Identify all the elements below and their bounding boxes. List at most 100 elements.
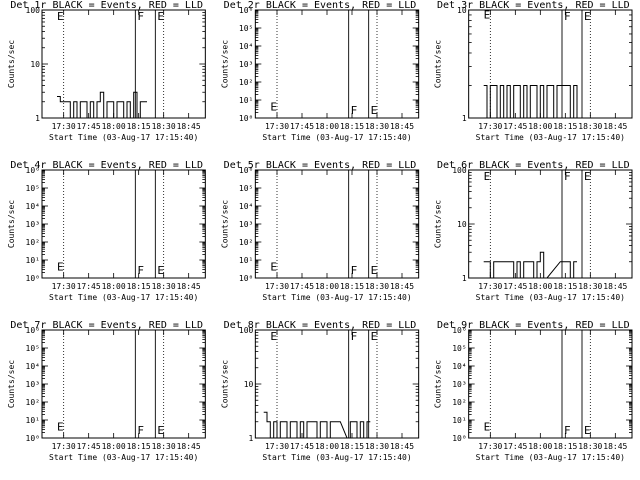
y-axis-label: Counts/sec bbox=[7, 40, 16, 88]
x-tick-label: 17:30 bbox=[265, 122, 289, 131]
plot-frame bbox=[254, 9, 420, 119]
x-tick-label: 17:30 bbox=[265, 282, 289, 291]
flag-label: F bbox=[564, 170, 571, 183]
x-tick-label: 18:45 bbox=[390, 442, 414, 451]
panel-title: Det 4r BLACK = Events, RED = LLD bbox=[10, 160, 203, 171]
flag-label: E bbox=[270, 260, 277, 273]
x-tick-label: 18:15 bbox=[127, 442, 151, 451]
y-tick-label: 10⁰ bbox=[26, 434, 40, 443]
detector-panel-4: Det 4r BLACK = Events, RED = LLD 10⁰ 10¹ 10… bbox=[7, 160, 206, 302]
y-axis-label: Counts/sec bbox=[434, 40, 443, 88]
x-tick-label: 17:30 bbox=[52, 282, 76, 291]
flag-label: E bbox=[484, 170, 491, 183]
flag-label: E bbox=[371, 264, 378, 277]
flag-label: E bbox=[484, 9, 491, 22]
x-tick-label: 18:30 bbox=[152, 442, 176, 451]
y-axis-label: Counts/sec bbox=[434, 360, 443, 408]
x-tick-label: 18:00 bbox=[315, 442, 339, 451]
y-tick-label: 10⁶ bbox=[452, 326, 466, 335]
panel-title: Det 5r BLACK = Events, RED = LLD bbox=[224, 160, 417, 171]
y-axis-label: Counts/sec bbox=[220, 200, 229, 248]
y-tick-label: 10⁴ bbox=[26, 362, 40, 371]
x-tick-label: 18:15 bbox=[127, 282, 151, 291]
y-tick-label: 10 bbox=[457, 220, 467, 229]
y-axis-label: Counts/sec bbox=[220, 40, 229, 88]
y-tick-label: 10⁶ bbox=[239, 166, 253, 175]
x-tick-label: 18:45 bbox=[390, 282, 414, 291]
y-tick-label: 10¹ bbox=[452, 416, 466, 425]
y-axis-label: Counts/sec bbox=[220, 360, 229, 408]
y-tick-label: 10 bbox=[457, 6, 467, 15]
flag-label: F bbox=[137, 424, 144, 437]
x-tick-label: 18:45 bbox=[177, 282, 201, 291]
x-tick-label: 18:30 bbox=[365, 282, 389, 291]
panel-title: Det 3r BLACK = Events, RED = LLD bbox=[437, 0, 630, 11]
flag-label: E bbox=[57, 10, 64, 23]
events-series-line bbox=[483, 251, 577, 279]
x-tick-label: 18:15 bbox=[127, 122, 151, 131]
flag-label: F bbox=[351, 104, 358, 117]
y-tick-label: 10¹ bbox=[26, 256, 40, 265]
y-axis-label: Counts/sec bbox=[7, 360, 16, 408]
detector-panel-6: Det 6r BLACK = Events, RED = LLD 1 10 100 Co… bbox=[434, 160, 633, 302]
y-tick-label: 10³ bbox=[239, 60, 253, 69]
flag-label: E bbox=[584, 10, 591, 23]
y-tick-label: 10⁵ bbox=[239, 24, 253, 33]
flag-label: F bbox=[564, 424, 571, 437]
flag-label: E bbox=[371, 330, 378, 343]
plot-frame bbox=[468, 329, 633, 439]
plot-frame bbox=[254, 169, 420, 279]
events-series-line bbox=[483, 85, 581, 119]
x-tick-label: 18:00 bbox=[528, 282, 552, 291]
flag-label: E bbox=[371, 104, 378, 117]
x-axis-label: Start Time (03-Aug-17 17:15:40) bbox=[476, 133, 625, 142]
flag-label: E bbox=[157, 10, 164, 23]
x-tick-label: 17:45 bbox=[290, 442, 314, 451]
flag-label: E bbox=[57, 420, 64, 433]
flag-label: E bbox=[584, 424, 591, 437]
x-axis-label: Start Time (03-Aug-17 17:15:40) bbox=[476, 293, 625, 302]
y-tick-label: 10² bbox=[26, 398, 40, 407]
y-tick-label: 10 bbox=[244, 380, 254, 389]
y-tick-label: 10⁵ bbox=[239, 184, 253, 193]
plot-frame bbox=[41, 169, 206, 279]
x-tick-label: 17:45 bbox=[503, 442, 527, 451]
x-tick-label: 18:15 bbox=[553, 282, 577, 291]
x-axis-label: Start Time (03-Aug-17 17:15:40) bbox=[49, 293, 198, 302]
panel-title: Det 7r BLACK = Events, RED = LLD bbox=[10, 320, 203, 331]
x-tick-label: 18:30 bbox=[578, 442, 602, 451]
y-tick-label: 10¹ bbox=[26, 416, 40, 425]
y-tick-label: 10⁵ bbox=[26, 184, 40, 193]
y-tick-label: 10³ bbox=[452, 380, 466, 389]
detector-panel-5: Det 5r BLACK = Events, RED = LLD 10⁰ 10¹ 10… bbox=[220, 160, 420, 302]
y-tick-label: 10² bbox=[239, 238, 253, 247]
y-tick-label: 100 bbox=[452, 166, 467, 175]
flag-label: E bbox=[270, 330, 277, 343]
y-tick-label: 10 bbox=[30, 60, 40, 69]
y-tick-label: 10⁰ bbox=[452, 434, 466, 443]
flag-label: E bbox=[270, 100, 277, 113]
panel-title: Det 8r BLACK = Events, RED = LLD bbox=[224, 320, 417, 331]
y-tick-label: 10³ bbox=[26, 380, 40, 389]
x-axis-label: Start Time (03-Aug-17 17:15:40) bbox=[262, 293, 411, 302]
y-tick-label: 10⁰ bbox=[239, 274, 253, 283]
y-tick-label: 100 bbox=[239, 326, 254, 335]
y-tick-label: 10⁴ bbox=[239, 202, 253, 211]
y-tick-label: 10⁵ bbox=[452, 344, 466, 353]
x-tick-label: 18:15 bbox=[340, 442, 364, 451]
y-tick-label: 10⁰ bbox=[239, 114, 253, 123]
panel-title: Det 1r BLACK = Events, RED = LLD bbox=[10, 0, 203, 11]
y-tick-label: 10¹ bbox=[239, 256, 253, 265]
x-tick-label: 17:45 bbox=[77, 282, 101, 291]
flag-label: E bbox=[57, 260, 64, 273]
detector-panel-2: Det 2r BLACK = Events, RED = LLD 10⁰ 10¹ 10… bbox=[220, 0, 420, 142]
x-tick-label: 18:30 bbox=[365, 442, 389, 451]
y-axis-label: Counts/sec bbox=[7, 200, 16, 248]
x-tick-label: 18:45 bbox=[603, 282, 627, 291]
x-tick-label: 17:45 bbox=[503, 122, 527, 131]
panel-title: Det 6r BLACK = Events, RED = LLD bbox=[437, 160, 630, 171]
y-tick-label: 10⁶ bbox=[26, 326, 40, 335]
x-tick-label: 17:30 bbox=[478, 122, 502, 131]
flag-label: F bbox=[351, 264, 358, 277]
